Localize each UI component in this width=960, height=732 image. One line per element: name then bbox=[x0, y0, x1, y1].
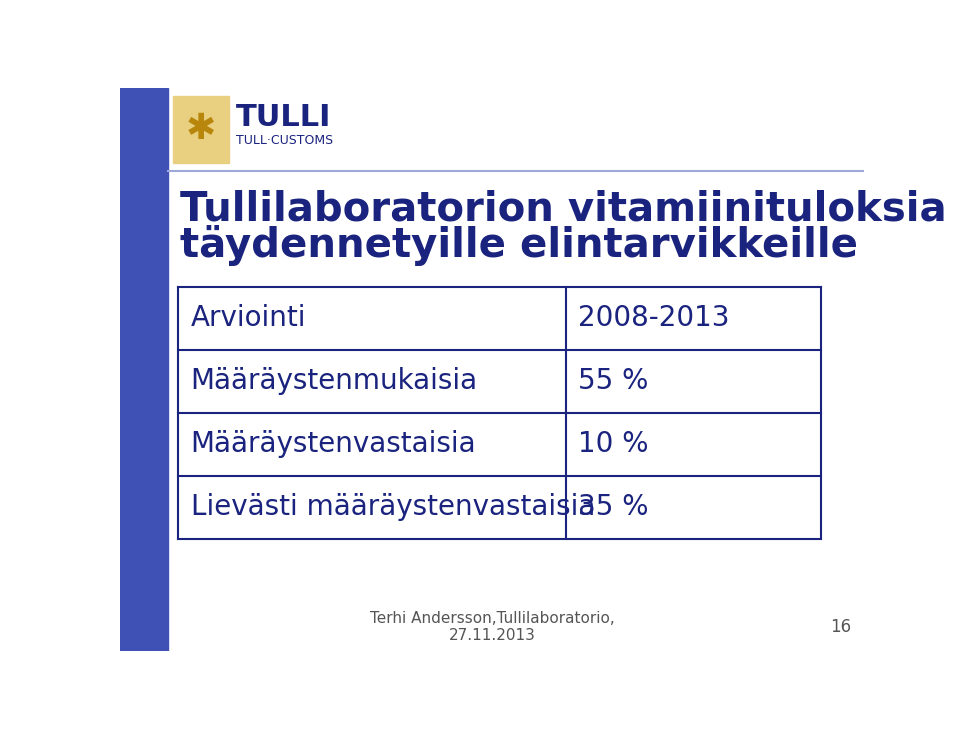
Text: 10 %: 10 % bbox=[578, 430, 649, 458]
Text: Määräystenmukaisia: Määräystenmukaisia bbox=[190, 367, 478, 395]
Text: TULLI: TULLI bbox=[236, 102, 332, 132]
Text: Arviointi: Arviointi bbox=[190, 304, 306, 332]
Text: 35 %: 35 % bbox=[578, 493, 649, 521]
Text: 2008-2013: 2008-2013 bbox=[578, 304, 730, 332]
Text: 16: 16 bbox=[830, 618, 852, 636]
Text: ✱: ✱ bbox=[185, 113, 216, 146]
Text: Lievästi määräystenvastaisia: Lievästi määräystenvastaisia bbox=[190, 493, 595, 521]
Bar bbox=[120, 88, 168, 651]
Text: 55 %: 55 % bbox=[578, 367, 648, 395]
Text: TULL·CUSTOMS: TULL·CUSTOMS bbox=[236, 134, 333, 146]
Text: Terhi Andersson,Tullilaboratorio,
27.11.2013: Terhi Andersson,Tullilaboratorio, 27.11.… bbox=[370, 610, 614, 643]
Text: Tullilaboratorion vitamiinituloksia: Tullilaboratorion vitamiinituloksia bbox=[180, 190, 948, 230]
Text: täydennetyille elintarvikkeille: täydennetyille elintarvikkeille bbox=[180, 225, 858, 266]
Text: Määräystenvastaisia: Määräystenvastaisia bbox=[190, 430, 476, 458]
Bar bbox=[173, 96, 228, 163]
